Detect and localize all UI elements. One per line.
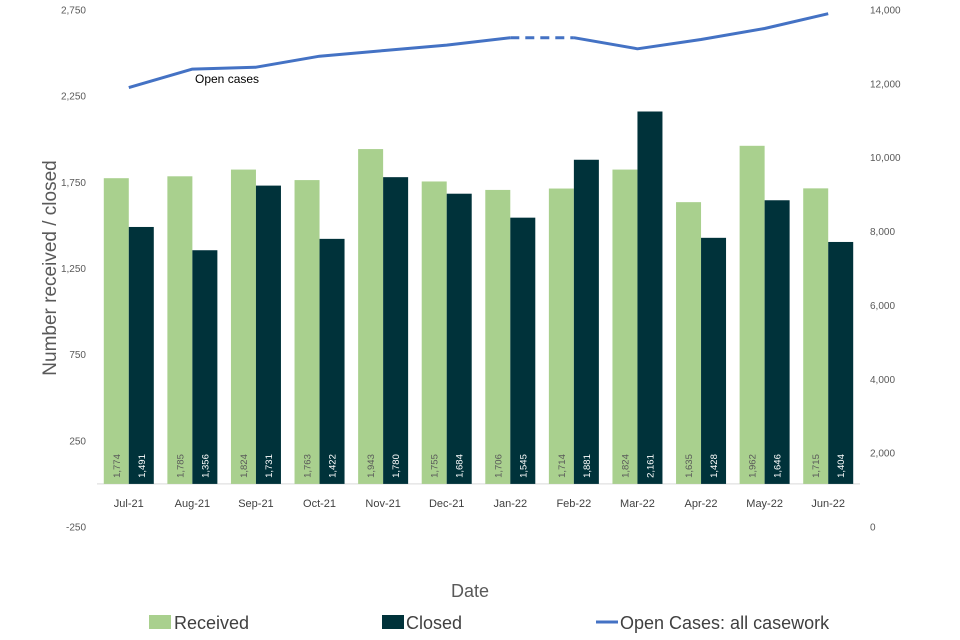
received-bar <box>676 202 702 484</box>
closed-data-label: 1,684 <box>455 454 466 478</box>
x-tick-label: Sep-21 <box>238 498 273 510</box>
received-data-label: 1,763 <box>303 454 314 478</box>
closed-bar <box>637 111 663 484</box>
received-bar <box>803 188 829 484</box>
received-bar <box>485 189 511 484</box>
legend: Received Closed Open Cases: all casework <box>149 613 830 633</box>
legend-label-received: Received <box>174 613 249 633</box>
received-data-label: 1,824 <box>620 454 631 478</box>
received-bar <box>421 181 447 484</box>
y-tick-label: -250 <box>66 523 86 534</box>
closed-data-label: 2,161 <box>645 454 656 478</box>
closed-bar <box>319 238 345 484</box>
received-data-label: 1,962 <box>748 454 759 478</box>
closed-bar <box>255 185 281 484</box>
closed-data-label: 1,780 <box>391 454 402 478</box>
y2-tick-label: 0 <box>870 523 876 534</box>
received-data-label: 1,714 <box>557 454 568 478</box>
x-tick-label: Feb-22 <box>556 498 591 510</box>
received-bar <box>358 149 384 484</box>
closed-data-label: 1,356 <box>200 454 211 478</box>
y-tick-label: 2,750 <box>61 6 86 17</box>
y2-tick-label: 12,000 <box>870 79 901 90</box>
y-tick-label: 250 <box>69 436 86 447</box>
closed-data-label: 1,881 <box>582 454 593 478</box>
closed-data-label: 1,422 <box>328 454 339 478</box>
received-data-label: 1,755 <box>430 454 441 478</box>
y2-tick-label: 2,000 <box>870 449 895 460</box>
closed-data-label: 1,545 <box>518 454 529 478</box>
received-data-label: 1,943 <box>366 454 377 478</box>
received-data-label: 1,785 <box>175 454 186 478</box>
x-tick-label: Mar-22 <box>620 498 655 510</box>
x-tick-label: Oct-21 <box>303 498 336 510</box>
closed-bar <box>192 250 218 484</box>
x-tick-label: Jan-22 <box>493 498 527 510</box>
received-data-label: 1,635 <box>684 454 695 478</box>
y2-tick-label: 8,000 <box>870 227 895 238</box>
received-bar <box>230 169 256 484</box>
legend-swatch-received <box>149 615 171 629</box>
received-bar <box>548 188 574 484</box>
received-data-label: 1,715 <box>811 454 822 478</box>
closed-data-label: 1,646 <box>773 454 784 478</box>
closed-data-label: 1,491 <box>137 454 148 478</box>
x-tick-label: Aug-21 <box>175 498 210 510</box>
closed-data-label: 1,404 <box>836 454 847 478</box>
closed-bar <box>383 177 409 484</box>
received-bar <box>167 176 193 484</box>
y-tick-label: 1,250 <box>61 264 86 275</box>
bars <box>103 111 854 484</box>
received-data-label: 1,774 <box>112 454 123 478</box>
received-bar <box>739 145 765 484</box>
data-labels: 1,774 1,491 1,785 1,356 1,824 1,731 1,763 1,422… <box>112 454 847 478</box>
x-tick-label: Nov-21 <box>365 498 400 510</box>
closed-bar <box>828 241 854 484</box>
legend-swatch-closed <box>382 615 404 629</box>
legend-label-open-cases: Open Cases: all casework <box>620 613 830 633</box>
closed-bar <box>446 193 472 484</box>
open-cases-line-solid <box>128 36 511 90</box>
received-bar <box>612 169 638 484</box>
received-data-label: 1,706 <box>493 454 504 478</box>
x-tick-label: Jul-21 <box>114 498 144 510</box>
y2-tick-label: 6,000 <box>870 301 895 312</box>
legend-label-closed: Closed <box>406 613 462 633</box>
open-cases-line <box>128 12 829 90</box>
x-tick-label: Apr-22 <box>685 498 718 510</box>
closed-bar <box>701 237 727 484</box>
axes: 2,750 2,250 1,750 1,250 750 250 -250 14,000 12,0… <box>61 6 901 534</box>
closed-bar <box>573 159 599 484</box>
x-tick-label: May-22 <box>746 498 783 510</box>
open-cases-annotation: Open cases <box>195 72 259 86</box>
closed-data-label: 1,731 <box>264 454 275 478</box>
y-axis-title: Number received / closed <box>40 160 61 375</box>
y2-tick-label: 14,000 <box>870 6 901 17</box>
closed-data-label: 1,428 <box>709 454 720 478</box>
closed-bar <box>510 217 536 484</box>
y-tick-label: 1,750 <box>61 178 86 189</box>
received-data-label: 1,824 <box>239 454 250 478</box>
received-bar <box>103 178 129 484</box>
x-tick-label: Jun-22 <box>811 498 845 510</box>
closed-bar <box>128 226 154 484</box>
open-cases-line-solid <box>573 12 829 51</box>
closed-bar <box>764 200 790 484</box>
y2-tick-label: 10,000 <box>870 153 901 164</box>
x-tick-label: Dec-21 <box>429 498 464 510</box>
y-tick-label: 750 <box>69 350 86 361</box>
x-axis-title: Date <box>451 581 489 601</box>
y2-tick-label: 4,000 <box>870 375 895 386</box>
received-bar <box>294 180 320 484</box>
y-tick-label: 2,250 <box>61 92 86 103</box>
